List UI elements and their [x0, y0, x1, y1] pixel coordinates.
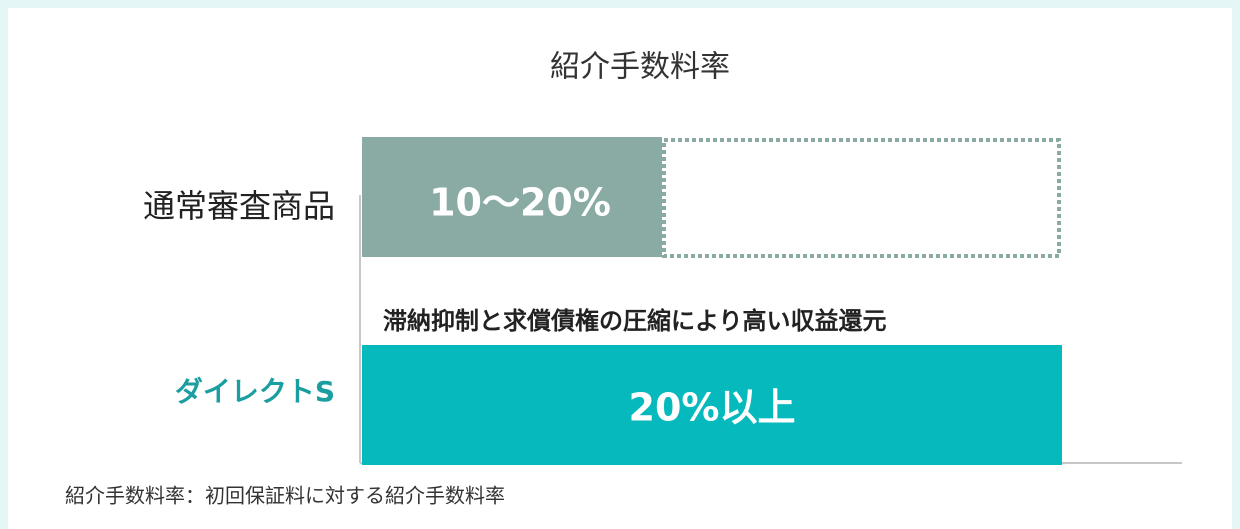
bar-label: 20%以上	[629, 386, 796, 430]
range-outline	[662, 138, 1061, 258]
footnote: 紹介手数料率：初回保証料に対する紹介手数料率	[65, 484, 505, 508]
bar	[362, 137, 662, 257]
annotation: 滞納抑制と求償債権の圧縮により高い収益還元	[383, 307, 887, 335]
bar	[362, 345, 1062, 465]
title: 紹介手数料率	[550, 50, 730, 85]
row-label: ダイレクトS	[175, 375, 335, 408]
row-label: 通常審査商品	[143, 187, 335, 225]
bar-label: 10〜20%	[429, 181, 611, 225]
